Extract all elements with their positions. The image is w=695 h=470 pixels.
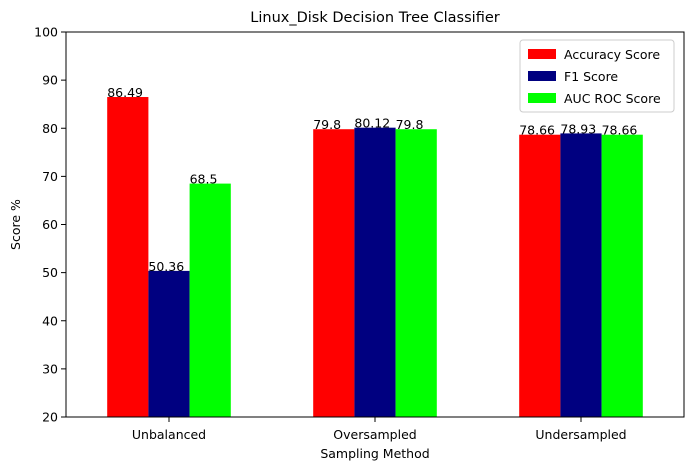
data-label: 79.8 — [396, 117, 424, 132]
chart-title: Linux_Disk Decision Tree Classifier — [250, 10, 499, 26]
y-tick-label: 70 — [42, 169, 58, 184]
data-label: 79.8 — [313, 117, 341, 132]
legend-swatch — [528, 49, 556, 59]
y-tick-label: 60 — [42, 217, 58, 232]
legend-swatch — [528, 93, 556, 103]
y-tick-label: 30 — [42, 361, 58, 376]
x-axis-label: Sampling Method — [320, 446, 429, 461]
legend: Accuracy Score F1 Score AUC ROC Score — [519, 39, 675, 113]
x-tick-label: Unbalanced — [132, 427, 206, 442]
bar — [189, 183, 231, 417]
y-tick-label: 40 — [42, 313, 58, 328]
data-label: 68.5 — [190, 172, 218, 187]
data-label: 80.12 — [354, 116, 390, 131]
legend-label: F1 Score — [564, 69, 618, 84]
y-tick-label: 20 — [42, 410, 58, 425]
bar — [354, 127, 396, 418]
y-tick-label: 90 — [42, 73, 58, 88]
bar — [107, 97, 149, 417]
data-label: 86.49 — [107, 85, 143, 100]
bar — [519, 134, 561, 418]
bar — [148, 270, 190, 417]
y-tick-label: 80 — [42, 121, 58, 136]
bar — [601, 134, 643, 418]
legend-box — [519, 39, 675, 113]
y-tick-label: 50 — [42, 265, 58, 280]
data-label: 50.36 — [148, 259, 184, 274]
y-axis-label: Score % — [8, 199, 23, 250]
data-label: 78.66 — [602, 123, 638, 138]
data-label: 78.66 — [519, 123, 555, 138]
x-tick-label: Undersampled — [535, 427, 626, 442]
bar — [560, 133, 602, 418]
bar — [395, 129, 437, 417]
legend-label: Accuracy Score — [564, 47, 660, 62]
x-tick-label: Oversampled — [333, 427, 416, 442]
plot-frame — [65, 31, 685, 418]
legend-label: AUC ROC Score — [564, 91, 661, 106]
legend-swatch — [528, 71, 556, 81]
y-tick-label: 100 — [34, 25, 58, 40]
data-label: 78.93 — [560, 121, 596, 136]
bar — [313, 129, 355, 417]
